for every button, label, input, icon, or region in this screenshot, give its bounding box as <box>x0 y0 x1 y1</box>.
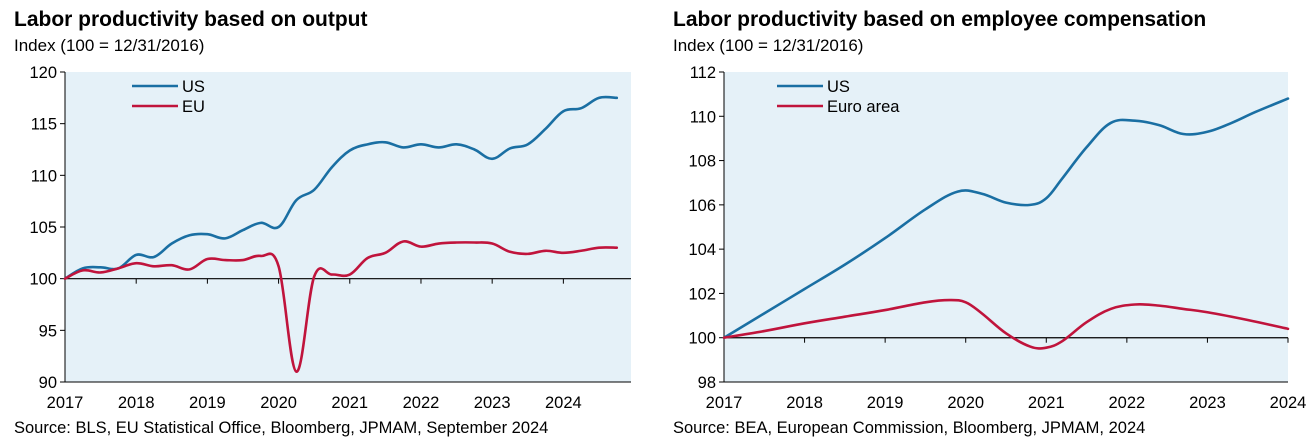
x-tick-label: 2023 <box>1189 394 1226 412</box>
output-chart-svg: 90 95 100 105 110 115 120 2017 2018 2019 2020 2021 2… <box>29 64 631 412</box>
x-tick-label: 2021 <box>331 394 368 412</box>
plot-area <box>724 72 1288 382</box>
y-tick-label: 105 <box>29 219 57 237</box>
chart-subtitle: Index (100 = 12/31/2016) <box>673 36 864 55</box>
compensation-chart-svg: 98 100 102 104 106 108 110 112 2017 2018 2019 2020 2… <box>688 64 1307 412</box>
legend-label: Euro area <box>827 98 900 116</box>
chart-panel-compensation: 98 100 102 104 106 108 110 112 2017 2018 2019 2020 2… <box>665 0 1310 446</box>
y-tick-label: 90 <box>39 374 57 392</box>
x-tick-label: 2022 <box>1108 394 1145 412</box>
y-tick-label: 102 <box>688 285 716 303</box>
series-line-us <box>63 95 619 280</box>
y-tick-label: 108 <box>688 153 716 171</box>
legend-label: US <box>827 78 850 96</box>
y-tick-label: 100 <box>29 271 57 289</box>
y-tick-label: 120 <box>29 64 57 82</box>
chart-subtitle: Index (100 = 12/31/2016) <box>14 36 205 55</box>
chart-title: Labor productivity based on employee com… <box>673 8 1207 31</box>
x-tick-label: 2019 <box>867 394 904 412</box>
x-tick-label: 2020 <box>947 394 984 412</box>
chart-source: Source: BLS, EU Statistical Office, Bloo… <box>14 419 549 437</box>
x-tick-label: 2023 <box>474 394 511 412</box>
x-tick-label: 2024 <box>1270 394 1307 412</box>
y-tick-label: 115 <box>31 116 57 134</box>
chart-panel-output: 90 95 100 105 110 115 120 2017 2018 2019 2020 2021 2… <box>0 0 650 446</box>
series-line-eu <box>63 240 619 373</box>
chart-source: Source: BEA, European Commission, Bloomb… <box>673 419 1146 437</box>
x-tick-label: 2018 <box>118 394 155 412</box>
x-tick-label: 2024 <box>545 394 582 412</box>
x-tick-label: 2018 <box>786 394 823 412</box>
x-tick-label: 2020 <box>260 394 297 412</box>
y-tick-label: 112 <box>690 64 716 82</box>
y-tick-label: 95 <box>39 322 57 340</box>
series-line-us <box>722 97 1290 340</box>
legend-label: US <box>182 78 205 96</box>
y-tick-label: 106 <box>688 197 716 215</box>
plot-area <box>65 72 631 382</box>
x-tick-label: 2022 <box>403 394 440 412</box>
y-tick-label: 110 <box>690 108 716 126</box>
chart-title: Labor productivity based on output <box>14 8 368 31</box>
x-tick-label: 2017 <box>706 394 743 412</box>
series-line-euro-area <box>722 298 1290 350</box>
y-tick-label: 104 <box>688 241 716 259</box>
x-tick-label: 2017 <box>47 394 84 412</box>
y-tick-label: 110 <box>31 167 57 185</box>
y-tick-label: 100 <box>688 330 716 348</box>
x-tick-label: 2019 <box>189 394 226 412</box>
y-tick-label: 98 <box>698 374 716 392</box>
x-tick-label: 2021 <box>1028 394 1065 412</box>
legend-label: EU <box>182 98 205 116</box>
